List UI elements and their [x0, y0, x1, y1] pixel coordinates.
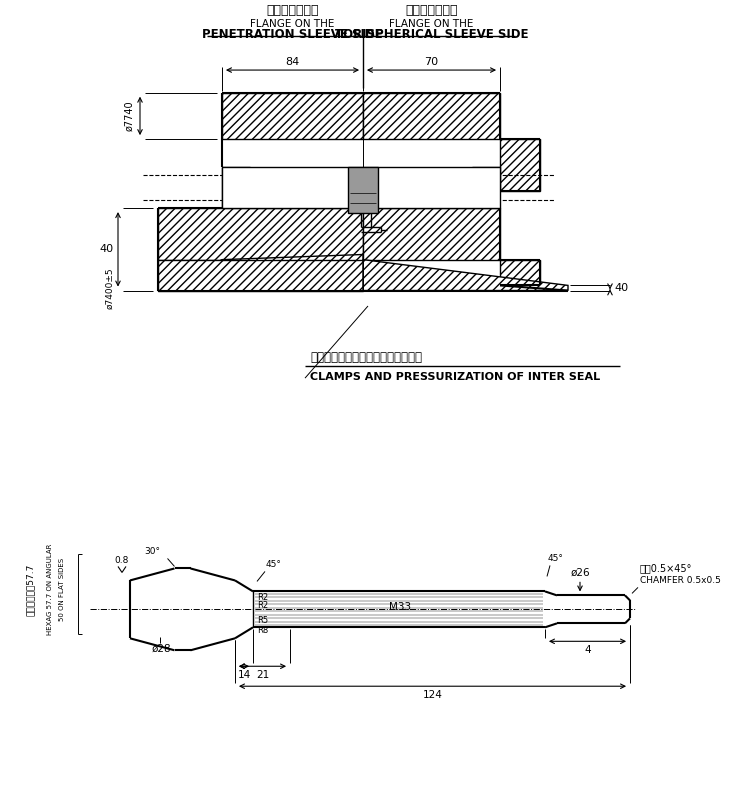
Text: ø28: ø28: [152, 643, 172, 653]
Text: 贯穿件局法兰盘: 贯穿件局法兰盘: [266, 4, 319, 17]
Text: CLAMPS AND PRESSURIZATION OF INTER SEAL: CLAMPS AND PRESSURIZATION OF INTER SEAL: [310, 372, 600, 382]
Text: 在密封装置中间的压紧装置和密封圈: 在密封装置中间的压紧装置和密封圈: [310, 351, 422, 364]
Text: 封头盖局法兰盘: 封头盖局法兰盘: [405, 4, 458, 17]
Text: 30°: 30°: [145, 548, 161, 557]
Text: R8: R8: [257, 626, 268, 635]
Text: 倒角0.5×45°: 倒角0.5×45°: [640, 564, 692, 573]
Text: PENETRATION SLEEVE SIDE: PENETRATION SLEEVE SIDE: [202, 28, 383, 40]
Text: 21: 21: [256, 670, 269, 680]
Text: HEXAG 57.7 ON ANGULAR: HEXAG 57.7 ON ANGULAR: [47, 544, 53, 635]
Bar: [222, 167, 500, 208]
Text: FLANGE ON THE: FLANGE ON THE: [389, 19, 474, 29]
Text: FLANGE ON THE: FLANGE ON THE: [250, 19, 334, 29]
Text: 六角对边距为57.7: 六角对边距为57.7: [26, 563, 34, 615]
Text: CHAMFER 0.5x0.5: CHAMFER 0.5x0.5: [640, 576, 721, 585]
Text: 124: 124: [423, 690, 442, 700]
Polygon shape: [500, 139, 540, 191]
Bar: [348, 167, 378, 214]
Text: 50 ON FLAT SIDES: 50 ON FLAT SIDES: [59, 558, 65, 621]
Polygon shape: [363, 260, 568, 291]
Text: R2: R2: [257, 601, 268, 611]
Polygon shape: [500, 260, 540, 285]
Text: 84: 84: [285, 57, 299, 67]
Text: ø7740: ø7740: [124, 101, 134, 131]
Polygon shape: [222, 93, 363, 139]
Text: 40: 40: [614, 283, 628, 293]
Polygon shape: [363, 208, 500, 260]
Text: 4: 4: [584, 646, 591, 655]
Text: 70: 70: [424, 57, 439, 67]
Text: 0.8: 0.8: [115, 557, 129, 565]
Text: 14: 14: [237, 670, 250, 680]
Text: R5: R5: [257, 616, 268, 626]
Text: 40: 40: [100, 245, 114, 254]
Text: 45°: 45°: [265, 561, 281, 569]
Text: 45°: 45°: [547, 554, 563, 564]
Polygon shape: [363, 93, 500, 139]
Text: TORISPHERICAL SLEEVE SIDE: TORISPHERICAL SLEEVE SIDE: [335, 28, 529, 40]
Text: ø26: ø26: [570, 568, 590, 577]
Text: R2: R2: [257, 593, 268, 603]
Polygon shape: [158, 208, 363, 260]
Polygon shape: [158, 260, 363, 291]
Polygon shape: [158, 255, 363, 291]
Text: M33: M33: [389, 603, 411, 612]
Text: ø7400±5: ø7400±5: [105, 268, 114, 310]
